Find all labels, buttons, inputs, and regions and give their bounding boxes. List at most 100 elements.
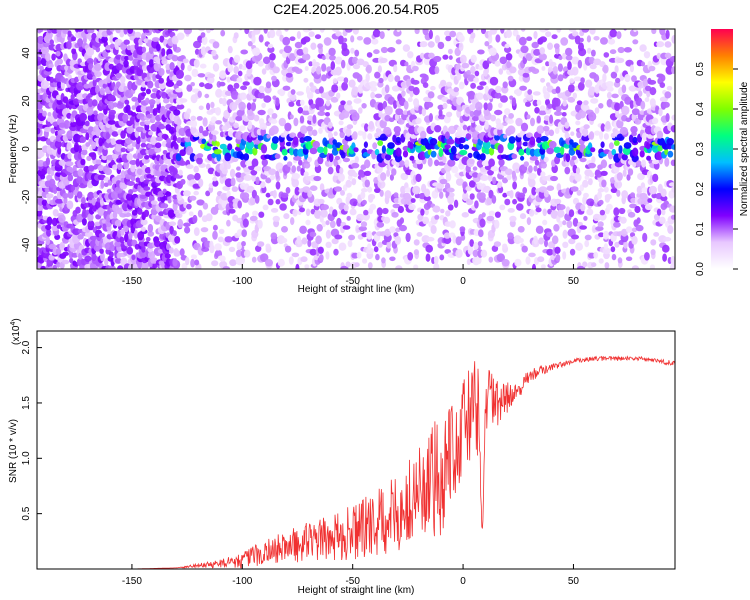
heatmap-cell bbox=[445, 210, 451, 217]
heatmap-cell bbox=[434, 159, 440, 167]
heatmap-cell bbox=[591, 49, 596, 57]
heatmap-cell bbox=[293, 117, 299, 127]
heatmap-cell bbox=[217, 236, 224, 243]
heatmap-cell bbox=[318, 86, 324, 94]
heatmap-cell bbox=[233, 82, 240, 89]
heatmap-cell bbox=[57, 146, 62, 155]
heatmap-cell bbox=[640, 100, 646, 110]
heatmap-cell bbox=[388, 117, 395, 123]
heatmap-cell bbox=[460, 54, 467, 64]
heatmap-cell bbox=[186, 108, 192, 114]
heatmap-cell bbox=[321, 74, 327, 82]
heatmap-cell bbox=[465, 185, 472, 192]
heatmap-cell bbox=[55, 248, 62, 255]
heatmap-cell bbox=[91, 152, 97, 161]
heatmap-cell bbox=[549, 140, 557, 149]
heatmap-cell bbox=[562, 100, 567, 107]
heatmap-cell bbox=[651, 159, 660, 165]
heatmap-cell bbox=[518, 36, 527, 46]
heatmap-cell bbox=[38, 29, 44, 33]
heatmap-cell bbox=[56, 261, 61, 268]
heatmap-cell bbox=[218, 228, 225, 234]
heatmap-cell bbox=[623, 240, 628, 249]
heatmap-cell bbox=[334, 186, 342, 192]
heatmap-cell bbox=[541, 66, 546, 71]
heatmap-cell bbox=[334, 66, 342, 76]
heatmap-cell bbox=[176, 118, 182, 127]
heatmap-cell bbox=[484, 41, 490, 47]
heatmap-cell bbox=[587, 162, 597, 169]
heatmap-cell bbox=[639, 44, 647, 52]
spectrogram-x-ticks: -150 -100 -50 0 50 bbox=[122, 264, 579, 287]
heatmap-cell bbox=[521, 165, 528, 172]
heatmap-cell bbox=[553, 97, 561, 107]
heatmap-cell bbox=[46, 228, 52, 237]
heatmap-cell bbox=[644, 251, 650, 261]
heatmap-cell bbox=[66, 40, 72, 50]
heatmap-cell bbox=[137, 207, 143, 215]
heatmap-cell bbox=[522, 141, 529, 147]
heatmap-cell bbox=[614, 180, 623, 189]
heatmap-cell bbox=[613, 207, 620, 217]
heatmap-cell bbox=[110, 138, 116, 146]
heatmap-cell bbox=[407, 51, 414, 59]
heatmap-cell bbox=[588, 178, 593, 186]
heatmap-cell bbox=[387, 96, 395, 105]
heatmap-cell bbox=[56, 80, 62, 89]
heatmap-cell bbox=[145, 97, 150, 104]
heatmap-cell bbox=[84, 255, 92, 262]
heatmap-cell bbox=[291, 173, 300, 180]
heatmap-cell bbox=[403, 100, 409, 110]
heatmap-cell bbox=[310, 42, 317, 50]
heatmap-cell bbox=[296, 165, 301, 172]
heatmap-cell bbox=[303, 162, 311, 169]
heatmap-cell bbox=[617, 257, 623, 264]
heatmap-cell bbox=[394, 235, 402, 245]
heatmap-cell bbox=[181, 262, 188, 269]
heatmap-cell bbox=[353, 201, 358, 207]
heatmap-cell bbox=[393, 126, 401, 134]
heatmap-cell bbox=[185, 146, 194, 156]
heatmap-cell bbox=[492, 176, 497, 185]
heatmap-cell bbox=[480, 174, 489, 181]
heatmap-cell bbox=[631, 108, 640, 116]
heatmap-cell bbox=[289, 114, 294, 120]
heatmap-cell bbox=[649, 264, 655, 269]
heatmap-cell bbox=[531, 68, 540, 74]
colorbar-tick-label: 0.1 bbox=[695, 222, 706, 236]
heatmap-cell bbox=[602, 64, 609, 74]
heatmap-cell bbox=[313, 175, 322, 182]
heatmap-cell bbox=[593, 251, 599, 259]
heatmap-cell bbox=[119, 236, 125, 243]
heatmap-cell bbox=[536, 137, 542, 144]
heatmap-cell bbox=[210, 130, 219, 135]
heatmap-cell bbox=[568, 209, 575, 218]
heatmap-cell bbox=[97, 207, 106, 216]
heatmap-cell bbox=[622, 169, 627, 177]
snr-multiplier-base: (x10 bbox=[11, 325, 22, 345]
heatmap-cell bbox=[352, 172, 358, 178]
heatmap-cell bbox=[517, 226, 525, 233]
heatmap-cell bbox=[175, 212, 183, 219]
heatmap-cell bbox=[380, 172, 387, 181]
heatmap-cell bbox=[386, 169, 391, 177]
heatmap-cell bbox=[105, 132, 110, 140]
heatmap-cell bbox=[497, 181, 503, 189]
heatmap-cell bbox=[476, 85, 484, 91]
heatmap-cell bbox=[247, 120, 253, 130]
heatmap-cell bbox=[538, 110, 547, 116]
heatmap-cell bbox=[339, 167, 344, 175]
heatmap-cell bbox=[272, 95, 277, 100]
heatmap-cell bbox=[337, 173, 345, 182]
heatmap-cell bbox=[303, 135, 312, 142]
heatmap-cell bbox=[86, 155, 92, 162]
heatmap-cell bbox=[597, 191, 602, 200]
heatmap-cell bbox=[38, 204, 44, 211]
heatmap-cell bbox=[161, 91, 168, 99]
heatmap-cell bbox=[173, 109, 181, 116]
heatmap-cell bbox=[268, 29, 276, 39]
heatmap-cell bbox=[603, 52, 610, 58]
heatmap-cell bbox=[261, 102, 266, 109]
heatmap-cell bbox=[409, 141, 414, 150]
heatmap-cell bbox=[294, 68, 303, 74]
